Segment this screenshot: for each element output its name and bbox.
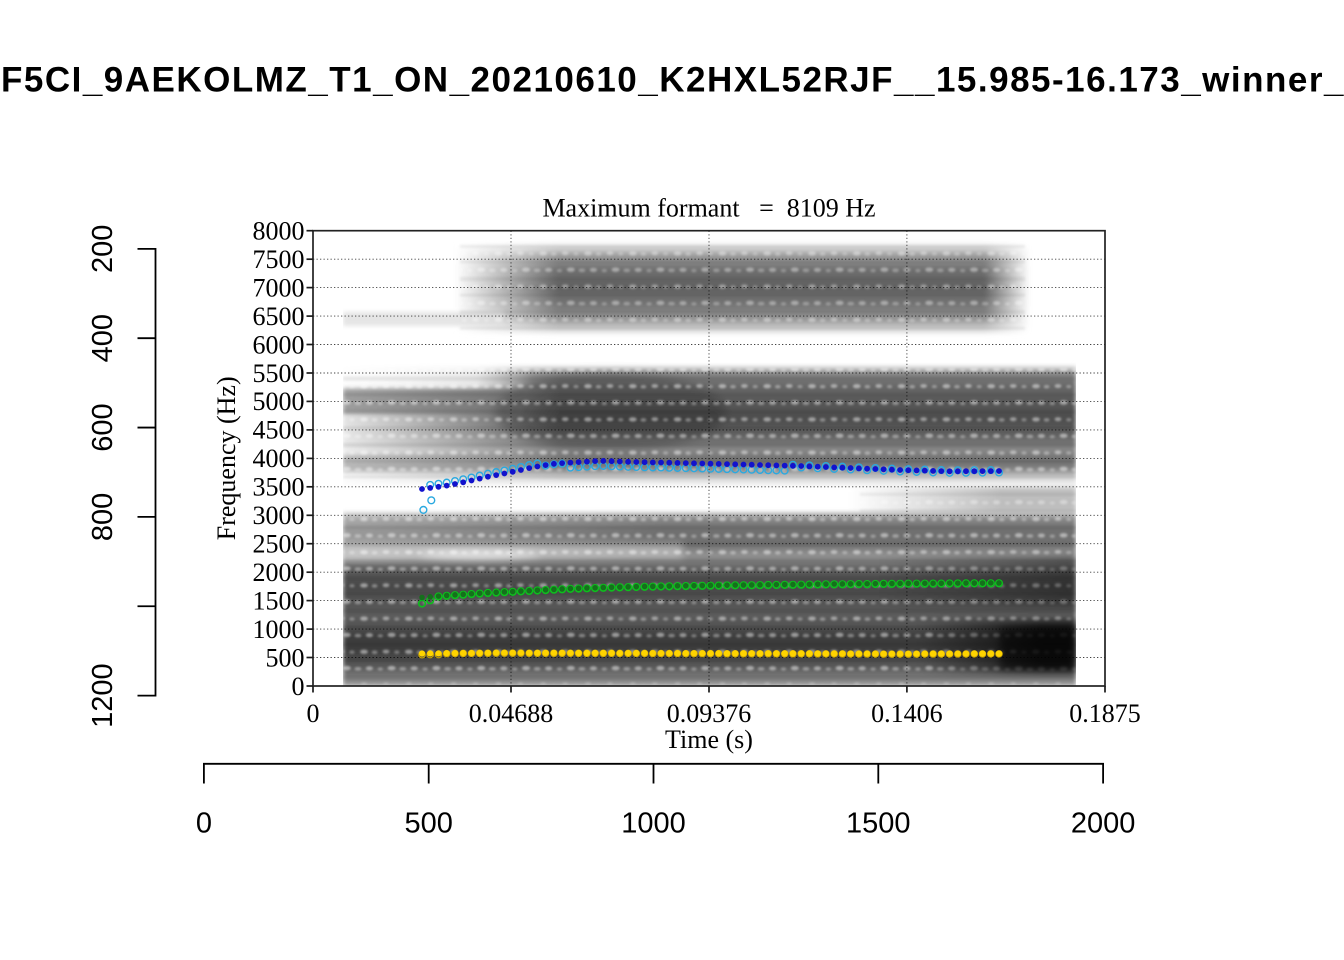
- svg-text:1500: 1500: [846, 808, 911, 840]
- svg-text:0: 0: [196, 808, 212, 840]
- svg-text:8000: 8000: [253, 217, 305, 246]
- svg-text:4500: 4500: [253, 416, 305, 445]
- svg-text:600: 600: [87, 403, 119, 451]
- svg-text:1200: 1200: [87, 663, 119, 728]
- svg-text:1000: 1000: [253, 615, 305, 644]
- svg-text:500: 500: [266, 643, 305, 672]
- svg-text:Maximum formant = 8109 Hz: Maximum formant = 8109 Hz: [542, 193, 875, 222]
- svg-text:4000: 4000: [253, 444, 305, 473]
- svg-text:6500: 6500: [253, 302, 305, 331]
- svg-text:7000: 7000: [253, 273, 305, 302]
- svg-text:800: 800: [87, 493, 119, 541]
- svg-text:500: 500: [405, 808, 453, 840]
- svg-text:1500: 1500: [253, 586, 305, 615]
- svg-text:0.1875: 0.1875: [1069, 699, 1141, 728]
- svg-text:0: 0: [307, 699, 320, 728]
- svg-text:1000: 1000: [621, 808, 686, 840]
- svg-text:Frequency (Hz): Frequency (Hz): [212, 376, 241, 540]
- svg-text:5500: 5500: [253, 359, 305, 388]
- svg-text:0: 0: [292, 672, 305, 701]
- svg-text:400: 400: [87, 314, 119, 362]
- svg-text:200: 200: [87, 225, 119, 273]
- svg-text:3500: 3500: [253, 473, 305, 502]
- svg-text:0.1406: 0.1406: [871, 699, 943, 728]
- svg-text:2500: 2500: [253, 530, 305, 559]
- svg-text:Time (s): Time (s): [665, 725, 753, 754]
- svg-text:6000: 6000: [253, 330, 305, 359]
- svg-text:7500: 7500: [253, 245, 305, 274]
- svg-text:2000: 2000: [1071, 808, 1136, 840]
- svg-text:0.04688: 0.04688: [469, 699, 554, 728]
- svg-text:F5CI_9AEKOLMZ_T1_ON_20210610_K: F5CI_9AEKOLMZ_T1_ON_20210610_K2HXL52RJF_…: [1, 60, 1344, 99]
- svg-text:3000: 3000: [253, 501, 305, 530]
- svg-text:0.09376: 0.09376: [667, 699, 752, 728]
- svg-text:2000: 2000: [253, 558, 305, 587]
- svg-text:5000: 5000: [253, 387, 305, 416]
